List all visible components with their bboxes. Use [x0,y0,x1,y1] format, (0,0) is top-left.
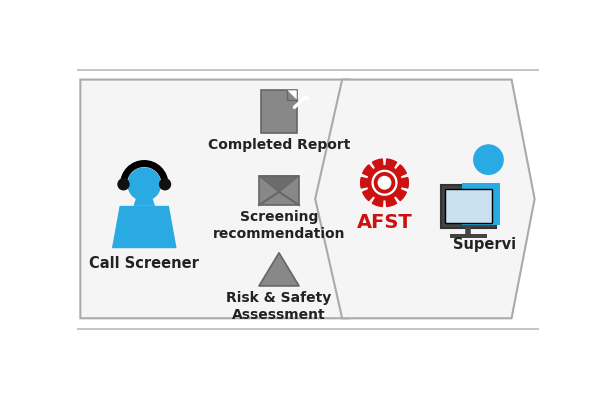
Polygon shape [112,206,176,248]
Circle shape [159,178,171,190]
Polygon shape [396,165,406,176]
FancyBboxPatch shape [445,189,493,223]
Polygon shape [461,183,500,225]
Polygon shape [361,178,368,188]
Text: AFST: AFST [356,213,412,232]
Polygon shape [373,159,383,168]
Circle shape [473,144,504,175]
FancyBboxPatch shape [441,185,496,228]
Polygon shape [386,159,397,168]
Polygon shape [362,165,373,176]
Circle shape [377,176,391,190]
Polygon shape [401,178,409,188]
Polygon shape [133,197,155,206]
Text: Completed Report: Completed Report [208,138,350,152]
Text: Supervi: Supervi [453,237,516,252]
Circle shape [127,167,161,201]
Polygon shape [287,90,297,100]
Polygon shape [373,197,383,206]
FancyBboxPatch shape [259,176,299,205]
Polygon shape [362,190,373,201]
Polygon shape [259,253,299,286]
Polygon shape [386,197,397,206]
Polygon shape [396,190,406,201]
Circle shape [368,166,401,200]
Circle shape [371,170,398,196]
Polygon shape [80,80,373,318]
Text: Call Screener: Call Screener [89,256,199,271]
Circle shape [118,178,130,190]
FancyBboxPatch shape [262,90,297,134]
Text: Risk & Safety
Assessment: Risk & Safety Assessment [226,290,332,322]
Polygon shape [259,176,299,192]
Text: Screening
recommendation: Screening recommendation [213,210,345,241]
Polygon shape [315,80,535,318]
Circle shape [374,172,395,194]
Bar [450,234,487,238]
